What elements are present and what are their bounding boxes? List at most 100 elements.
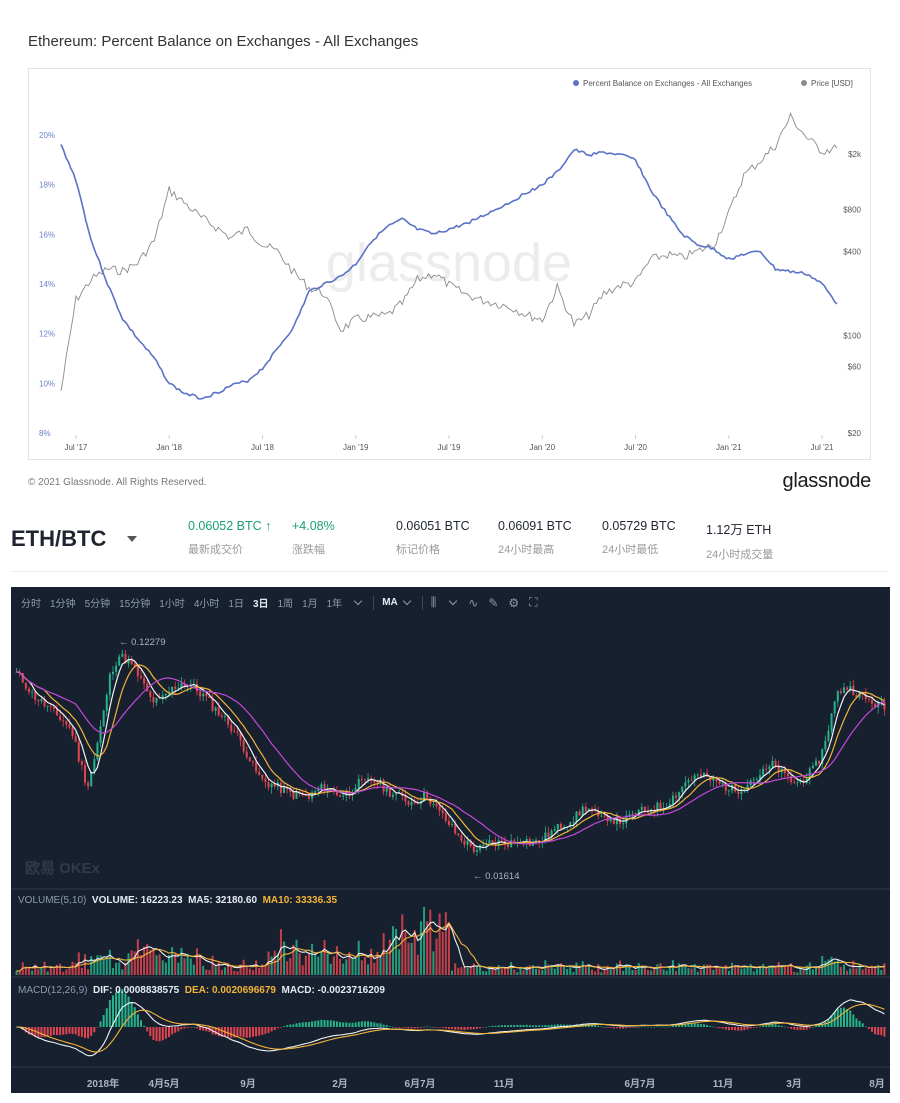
candle-body bbox=[600, 815, 603, 817]
volume-bar bbox=[149, 949, 152, 975]
macd-bar bbox=[724, 1027, 727, 1030]
macd-bar bbox=[709, 1026, 712, 1027]
candle bbox=[808, 766, 811, 785]
candle-body bbox=[270, 783, 273, 788]
macd-bar bbox=[472, 1027, 475, 1030]
interval-tab[interactable]: 15分钟 bbox=[119, 599, 151, 610]
interval-tab[interactable]: 1月 bbox=[302, 599, 318, 610]
macd-bar bbox=[715, 1027, 718, 1028]
macd-bar bbox=[544, 1024, 547, 1027]
volume-bar bbox=[787, 965, 790, 975]
candle bbox=[37, 699, 40, 707]
volume-bar bbox=[469, 965, 472, 975]
candle-body bbox=[68, 724, 71, 728]
trading-pair[interactable]: ETH/BTC bbox=[11, 526, 107, 551]
candle bbox=[180, 677, 183, 691]
volume-bar bbox=[180, 948, 183, 975]
balance-line bbox=[60, 144, 838, 400]
candle bbox=[432, 801, 435, 808]
volume-bar bbox=[587, 966, 590, 975]
macd-bar bbox=[180, 1027, 183, 1030]
candle bbox=[233, 726, 236, 733]
candle-body bbox=[205, 693, 208, 697]
indicator-select[interactable]: MA bbox=[382, 597, 398, 608]
candle bbox=[780, 766, 783, 779]
macd-bar bbox=[883, 1027, 886, 1037]
macd-bar bbox=[749, 1027, 752, 1029]
interval-tab[interactable]: 1日 bbox=[228, 599, 244, 610]
candle-body bbox=[332, 788, 335, 792]
macd-bar bbox=[133, 1007, 136, 1027]
macd-bar bbox=[721, 1027, 724, 1029]
candle-body bbox=[171, 686, 174, 693]
candle-body bbox=[49, 706, 52, 708]
macd-bar bbox=[348, 1022, 351, 1027]
volume-bar bbox=[367, 964, 370, 975]
candle bbox=[174, 681, 177, 696]
volume-bar bbox=[870, 965, 874, 975]
macd-bar bbox=[239, 1027, 242, 1037]
volume-bar bbox=[211, 955, 214, 975]
candle bbox=[535, 837, 538, 845]
volume-bar bbox=[842, 964, 846, 975]
line-tool-icon[interactable]: ∿ bbox=[468, 595, 479, 610]
interval-tab[interactable]: 1周 bbox=[277, 599, 294, 610]
macd-bar bbox=[759, 1026, 762, 1028]
settings-icon[interactable]: ⚙ bbox=[508, 595, 520, 610]
candle-body bbox=[591, 808, 594, 811]
kline-chart-svg[interactable] bbox=[11, 587, 890, 1093]
draw-tool-icon[interactable]: ✎ bbox=[488, 595, 499, 610]
candle-body bbox=[609, 818, 612, 822]
volume-bar bbox=[289, 958, 292, 975]
candle-body bbox=[460, 835, 463, 841]
macd-bar bbox=[311, 1021, 314, 1027]
interval-tab[interactable]: 1小时 bbox=[159, 599, 185, 610]
x-tick-label: Jan '18 bbox=[156, 443, 182, 452]
candle-body bbox=[273, 783, 276, 787]
volume-bar bbox=[678, 963, 681, 975]
macd-bar bbox=[874, 1027, 877, 1035]
candle bbox=[90, 771, 93, 787]
volume-bar bbox=[155, 955, 158, 975]
macd-bar bbox=[345, 1022, 348, 1027]
interval-tab[interactable]: 4小时 bbox=[193, 599, 220, 610]
volume-bar bbox=[124, 962, 127, 975]
caret-down-icon[interactable] bbox=[127, 536, 137, 542]
volume-bar bbox=[217, 962, 220, 975]
interval-tab[interactable]: 分时 bbox=[21, 599, 41, 610]
volume-bar bbox=[715, 967, 718, 975]
interval-tab[interactable]: 3日 bbox=[252, 599, 269, 610]
candle-body bbox=[771, 761, 774, 767]
candle-body bbox=[292, 792, 295, 799]
interval-tab[interactable]: 1分钟 bbox=[50, 599, 76, 610]
volume-bar bbox=[326, 953, 329, 975]
candle-body bbox=[659, 802, 662, 810]
volume-bar bbox=[718, 968, 721, 975]
ticker-stat: 1.12万 ETH 24小时成交量 bbox=[706, 519, 773, 562]
candle bbox=[55, 704, 59, 716]
macd-bar bbox=[186, 1027, 189, 1028]
chart-watermark: glassnode bbox=[326, 233, 572, 293]
volume-bar bbox=[755, 969, 758, 975]
candlestick-icon[interactable]: ⫼ bbox=[430, 595, 437, 609]
volume-bar bbox=[752, 971, 755, 975]
macd-bar bbox=[774, 1024, 777, 1027]
volume-bar bbox=[699, 969, 702, 975]
candle-body bbox=[251, 761, 254, 763]
glassnode-logo: glassnode bbox=[782, 470, 872, 492]
candle-body bbox=[441, 810, 444, 814]
candle-body bbox=[391, 794, 394, 797]
candle-body bbox=[827, 730, 830, 741]
volume-bar bbox=[423, 907, 426, 975]
volume-bar bbox=[833, 961, 836, 975]
volume-bar bbox=[413, 930, 416, 975]
macd-bar bbox=[261, 1027, 264, 1035]
volume-bar bbox=[295, 939, 298, 975]
candle-body bbox=[111, 671, 114, 675]
volume-bar bbox=[771, 966, 774, 975]
fullscreen-icon[interactable]: ⛶ bbox=[529, 595, 538, 609]
interval-tab[interactable]: 1年 bbox=[326, 599, 343, 610]
interval-tab[interactable]: 5分钟 bbox=[84, 599, 111, 610]
candle-body bbox=[258, 771, 261, 775]
macd-bar bbox=[755, 1027, 758, 1028]
